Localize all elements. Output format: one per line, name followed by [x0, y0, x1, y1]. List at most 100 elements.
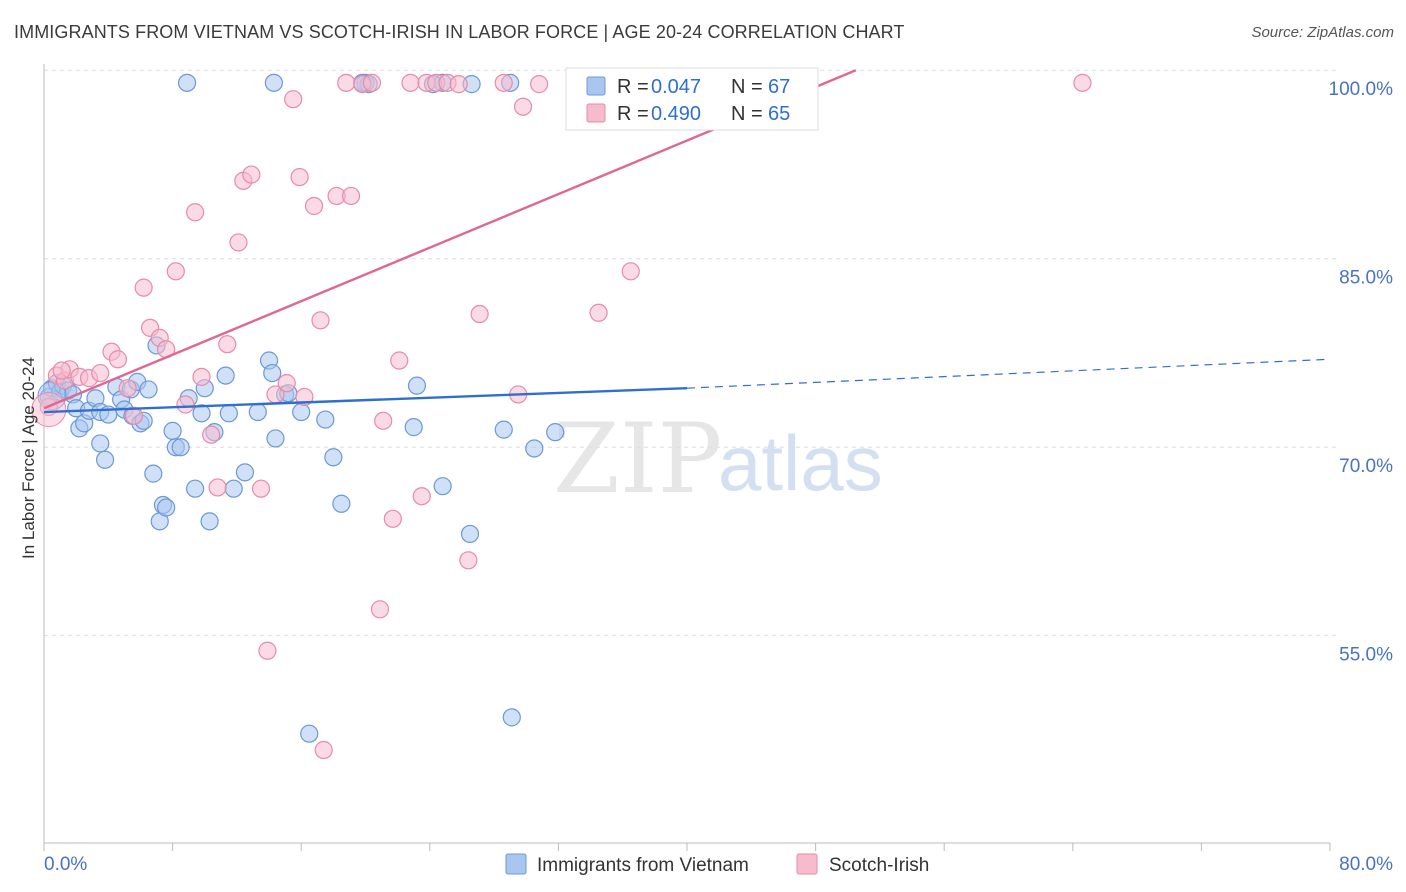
data-point [390, 351, 409, 370]
data-point [314, 740, 333, 760]
bottom-legend-label-scotch-irish: Scotch-Irish [829, 855, 929, 876]
x-tick-label: 80.0% [1339, 854, 1393, 875]
data-point [1073, 73, 1092, 92]
y-tick-label: 70.0% [1339, 456, 1393, 477]
data-point [192, 404, 211, 423]
trend-line-extension-blue [686, 358, 1331, 389]
data-point [235, 463, 255, 482]
legend-swatch-scotch-irish [586, 103, 606, 123]
data-point [91, 363, 110, 383]
chart-title: IMMIGRANTS FROM VIETNAM VS SCOTCH-IRISH … [14, 22, 905, 42]
legend-n-label: N = [731, 76, 763, 98]
data-point [589, 303, 608, 322]
y-tick-label: 100.0% [1329, 79, 1394, 100]
data-point [449, 75, 468, 94]
data-point [186, 203, 205, 222]
data-point [258, 641, 277, 660]
data-point [216, 366, 235, 385]
data-point [218, 335, 237, 354]
axes: 100.0% 85.0% 70.0% 55.0% 0.0% 80.0% [43, 64, 1394, 875]
data-point [459, 551, 478, 570]
y-tick-label: 85.0% [1339, 268, 1393, 289]
data-point [186, 479, 205, 498]
data-point [139, 380, 158, 399]
data-point [118, 379, 137, 398]
legend-n-value: 65 [768, 103, 790, 125]
data-point [316, 410, 335, 429]
data-point [304, 196, 324, 216]
trend-line-blue [43, 386, 688, 414]
data-point [292, 402, 311, 422]
data-point [284, 90, 303, 109]
data-point [513, 97, 533, 116]
bottom-legend-label-vietnam: Immigrants from Vietnam [537, 855, 749, 876]
data-point [124, 406, 144, 425]
data-point [108, 350, 128, 369]
data-point [248, 402, 267, 422]
data-point [470, 304, 489, 324]
legend-r-value: 0.047 [651, 76, 701, 98]
watermark-zip: ZIP [553, 403, 722, 515]
data-point [144, 464, 163, 483]
data-point [525, 439, 544, 458]
data-point [494, 420, 513, 439]
legend-r-label: R = [617, 76, 649, 98]
data-point [171, 438, 190, 457]
data-point [300, 724, 319, 743]
data-point [95, 450, 115, 469]
legend-n-value: 67 [768, 76, 790, 98]
data-point [337, 73, 356, 92]
data-point [404, 418, 423, 437]
data-point [166, 262, 185, 281]
data-point [502, 708, 521, 727]
data-point [266, 429, 285, 448]
data-point [401, 73, 420, 92]
series-legend: Immigrants from Vietnam Scotch-Irish [505, 853, 929, 876]
data-point [192, 367, 211, 386]
data-point [134, 278, 153, 297]
data-point [407, 376, 427, 395]
data-point [332, 494, 351, 513]
y-tick-label: 55.0% [1339, 645, 1393, 666]
data-point [277, 374, 296, 393]
data-point [383, 509, 402, 528]
source-credit: Source: ZipAtlas.com [1251, 24, 1394, 41]
data-point [208, 478, 227, 497]
data-point [460, 524, 480, 544]
correlation-legend: R = 0.047 N = 67 R = 0.490 N = 65 [565, 67, 819, 131]
data-point [251, 479, 271, 498]
grid [44, 69, 1340, 637]
x-tick-label: 0.0% [44, 854, 87, 875]
data-point-cluster [31, 392, 67, 428]
data-point [224, 479, 243, 498]
data-point [177, 73, 197, 92]
data-point [311, 311, 330, 330]
data-point [163, 421, 182, 440]
watermark: ZIP atlas [553, 403, 883, 515]
legend-r-label: R = [617, 103, 649, 125]
data-point [290, 167, 309, 187]
data-point [546, 423, 565, 442]
y-axis-title: In Labor Force | Age 20-24 [19, 357, 38, 559]
watermark-atlas: atlas [718, 419, 883, 507]
data-point [621, 262, 640, 281]
bottom-legend-swatch-vietnam [505, 853, 527, 875]
data-point [263, 363, 282, 383]
data-point [370, 600, 390, 619]
data-point [219, 404, 238, 423]
legend-r-value: 0.490 [651, 103, 701, 125]
data-point [264, 73, 283, 92]
data-point [530, 75, 549, 94]
data-point [157, 498, 176, 517]
legend-swatch-vietnam [586, 76, 606, 96]
data-point [242, 165, 261, 184]
data-point [433, 477, 452, 496]
legend-n-label: N = [731, 103, 763, 125]
data-point [412, 487, 431, 506]
data-point [494, 73, 513, 92]
data-point [374, 411, 393, 430]
data-point [200, 512, 219, 531]
data-point [341, 186, 361, 206]
data-point [176, 395, 195, 414]
